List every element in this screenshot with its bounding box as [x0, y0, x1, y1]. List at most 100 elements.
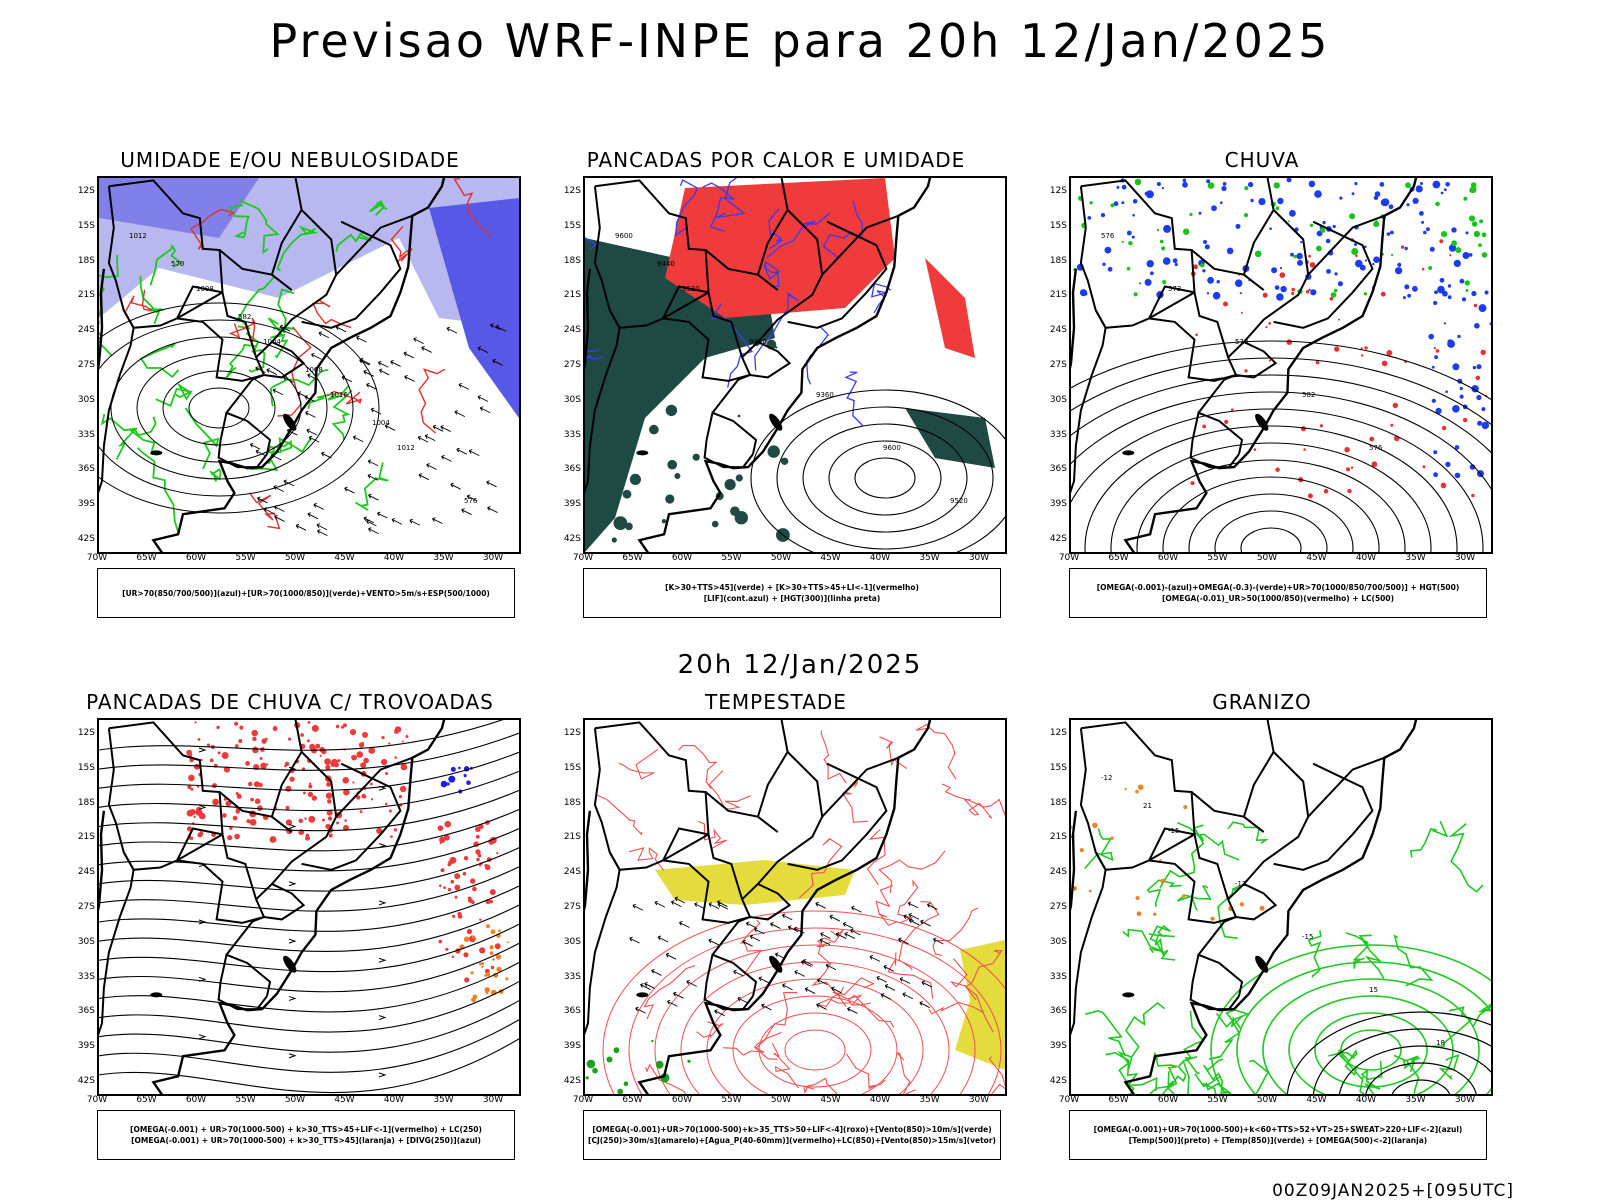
- longitude-label: 40W: [383, 1095, 405, 1105]
- longitude-label: 70W: [86, 1095, 108, 1105]
- contour-label: -12: [1101, 774, 1112, 782]
- temp500-contours: [1286, 1011, 1491, 1094]
- longitude-label: 55W: [235, 553, 256, 563]
- map-svg: [585, 720, 1005, 1094]
- storm-red-east: [437, 820, 501, 983]
- latitude-label: 12S: [563, 186, 581, 196]
- legend-line: [OMEGA(-0.001) + UR>70(1000-500) + k>30_…: [131, 1136, 481, 1145]
- latitude-label: 21S: [563, 832, 581, 843]
- country-borders: [1071, 720, 1418, 1094]
- longitude-label: 50W: [284, 553, 306, 563]
- legend-box: [OMEGA(-0.001)+UR>70(1000-500)+k<60+TTS>…: [1069, 1110, 1487, 1160]
- longitude-label: 60W: [671, 553, 693, 563]
- legend-line: [OMEGA(-0.001) + UR>70(1000-500) + k>30_…: [130, 1125, 482, 1134]
- contour-label: 18: [1436, 1039, 1445, 1047]
- legend-box: [OMEGA(-0.001)-(azul)+OMEGA(-0.3)-(verde…: [1069, 568, 1487, 618]
- longitude-label: 55W: [1207, 1095, 1228, 1105]
- temp850-green-contours: [1071, 820, 1491, 1094]
- lc850-contours: [602, 910, 1005, 1094]
- map-area: 9600 9520 9440 9360 9600 9520 9440: [583, 176, 1007, 554]
- longitude-label: 30W: [482, 553, 504, 563]
- latitude-label: 24S: [563, 325, 581, 336]
- legend-line: [OMEGA(-0.001)+UR>70(1000-500)+k<60+TTS>…: [1093, 1125, 1463, 1134]
- map-panel-6: GRANIZO -12 -15 -12 -15 15 18 21 12S 15S 18S 21S 24S…: [1027, 690, 1497, 1165]
- latitude-label: 21S: [1049, 832, 1067, 843]
- contour-label: 573: [1168, 285, 1181, 293]
- latitude-label: 15S: [563, 762, 581, 773]
- longitude-label: 45W: [334, 1095, 355, 1105]
- panel-title: PANCADAS POR CALOR E UMIDADE: [586, 148, 966, 172]
- longitude-label: 45W: [820, 553, 841, 563]
- longitude-label: 35W: [919, 1095, 940, 1105]
- longitude-label: 65W: [136, 1095, 157, 1105]
- latitude-label: 36S: [77, 1006, 95, 1017]
- legend-box: [K>30+TTS>45](verde) + [K>30+TTS>45+LI<-…: [583, 568, 1001, 618]
- latitude-label: 36S: [77, 464, 95, 475]
- contour-label: 582: [238, 313, 251, 321]
- contour-label: 582: [1302, 391, 1315, 399]
- longitude-label: 50W: [1256, 553, 1278, 563]
- latitude-label: 36S: [563, 1006, 581, 1017]
- contour-label: 1004: [372, 419, 390, 427]
- longitude-label: 65W: [622, 553, 643, 563]
- latitude-label: 36S: [563, 464, 581, 475]
- latitude-label: 30S: [1049, 394, 1067, 405]
- map-svg: -12 -15 -12 -15 15 18 21: [1071, 720, 1491, 1094]
- latitude-label: 15S: [563, 220, 581, 231]
- contour-label: -15: [1168, 827, 1179, 835]
- latitude-label: 42S: [563, 534, 581, 544]
- contour-labels: 1012 1008 1004 1016 1012 576 570 582 1008 1004: [129, 232, 478, 505]
- latitude-label: 18S: [563, 797, 581, 808]
- longitude-label: 60W: [185, 553, 207, 563]
- latitude-label: 33S: [77, 429, 95, 440]
- map-area: -12 -15 -12 -15 15 18 21: [1069, 718, 1493, 1096]
- latitude-label: 15S: [77, 220, 95, 231]
- legend-line: [LIF](cont.azul) + [HGT(300)](linha pret…: [703, 594, 881, 603]
- longitude-label: 70W: [572, 1095, 594, 1105]
- longitude-label: 60W: [1157, 553, 1179, 563]
- omega-blue-east: [1428, 284, 1491, 479]
- longitude-label: 70W: [1058, 553, 1080, 563]
- latitude-label: 42S: [77, 1076, 95, 1086]
- latitude-label: 21S: [563, 290, 581, 301]
- longitude-label: 70W: [572, 553, 594, 563]
- omega-blue-areas: [1076, 178, 1477, 301]
- longitude-label: 45W: [1306, 1095, 1327, 1105]
- latitude-label: 15S: [77, 762, 95, 773]
- legend-line: [OMEGA(-0.001)-(azul)+OMEGA(-0.3)-(verde…: [1096, 583, 1460, 592]
- latitude-label: 18S: [1049, 255, 1067, 266]
- map-svg: 9600 9520 9440 9360 9600 9520 9440: [585, 178, 1005, 552]
- country-borders: [585, 720, 932, 1094]
- latitude-label: 12S: [1049, 728, 1067, 738]
- latitude-label: 42S: [1049, 534, 1067, 544]
- latitude-label: 27S: [1049, 902, 1067, 912]
- longitude-label: 65W: [136, 553, 157, 563]
- contour-labels: 9600 9520 9440 9360 9600 9520 9440: [615, 232, 968, 505]
- contour-label: 570: [171, 260, 184, 268]
- map-area: [583, 718, 1007, 1096]
- latitude-label: 27S: [563, 902, 581, 912]
- latitude-label: 42S: [563, 1076, 581, 1086]
- latitude-label: 24S: [1049, 325, 1067, 336]
- latitude-label: 27S: [563, 360, 581, 370]
- legend-line: [CJ(250)>30m/s](amarelo)+[Agua_P(40-60mm…: [588, 1136, 996, 1145]
- latitude-label: 33S: [1049, 429, 1067, 440]
- legend-line: [OMEGA(-0.01)_UR>50(1000/850)(vermelho) …: [1161, 594, 1395, 603]
- longitude-label: 30W: [968, 1095, 990, 1105]
- omega-green-areas: [1073, 178, 1488, 298]
- latitude-label: 33S: [563, 971, 581, 982]
- latitude-label: 24S: [77, 325, 95, 336]
- contour-label: 570: [1235, 338, 1248, 346]
- contour-label: 9600: [883, 444, 901, 452]
- panel-title: CHUVA: [1224, 148, 1300, 172]
- omega500-orange: [1072, 784, 1265, 921]
- precipitable-water-red: [596, 723, 1005, 1094]
- legend-line: [K>30+TTS>45](verde) + [K>30+TTS>45+LI<-…: [665, 583, 919, 592]
- legend-box: [OMEGA(-0.001) + UR>70(1000-500) + k>30_…: [97, 1110, 515, 1160]
- longitude-label: 55W: [235, 1095, 256, 1105]
- contour-label: 9520: [682, 285, 700, 293]
- latitude-label: 36S: [1049, 464, 1067, 475]
- panel-title: TEMPESTADE: [705, 690, 847, 714]
- contour-label: 1008: [196, 285, 214, 293]
- latitude-label: 24S: [77, 867, 95, 878]
